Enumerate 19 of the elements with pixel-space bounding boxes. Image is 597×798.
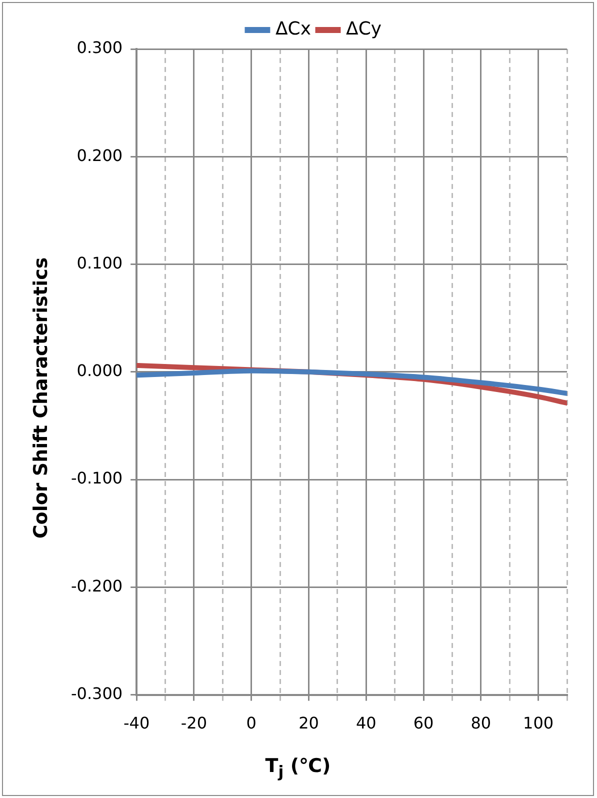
y-tick-label: 0.100 — [76, 253, 123, 272]
y-tick-label: 0.000 — [76, 361, 123, 380]
x-tick-label: 100 — [523, 714, 554, 733]
legend-label: ΔCx — [275, 18, 312, 40]
x-tick-label: 0 — [246, 714, 256, 733]
x-axis-title: T$_{j}$ (℃) — [264, 755, 332, 781]
legend-label: ΔCy — [346, 18, 382, 40]
x-tick-label: 40 — [356, 714, 376, 733]
y-tick-label: -0.200 — [71, 576, 123, 596]
x-tick-label: -40 — [124, 714, 150, 733]
x-tick-label: -20 — [180, 714, 208, 733]
y-tick-label: 0.200 — [76, 146, 123, 165]
y-axis-title: Color Shift Characteristics — [30, 257, 52, 539]
y-tick-label: -0.300 — [71, 684, 123, 703]
x-tick-label: 60 — [413, 714, 434, 733]
y-tick-label: 0.300 — [76, 38, 123, 58]
x-tick-label: 80 — [470, 714, 492, 733]
y-tick-label: -0.100 — [71, 468, 123, 488]
x-tick-label: 20 — [298, 714, 319, 733]
